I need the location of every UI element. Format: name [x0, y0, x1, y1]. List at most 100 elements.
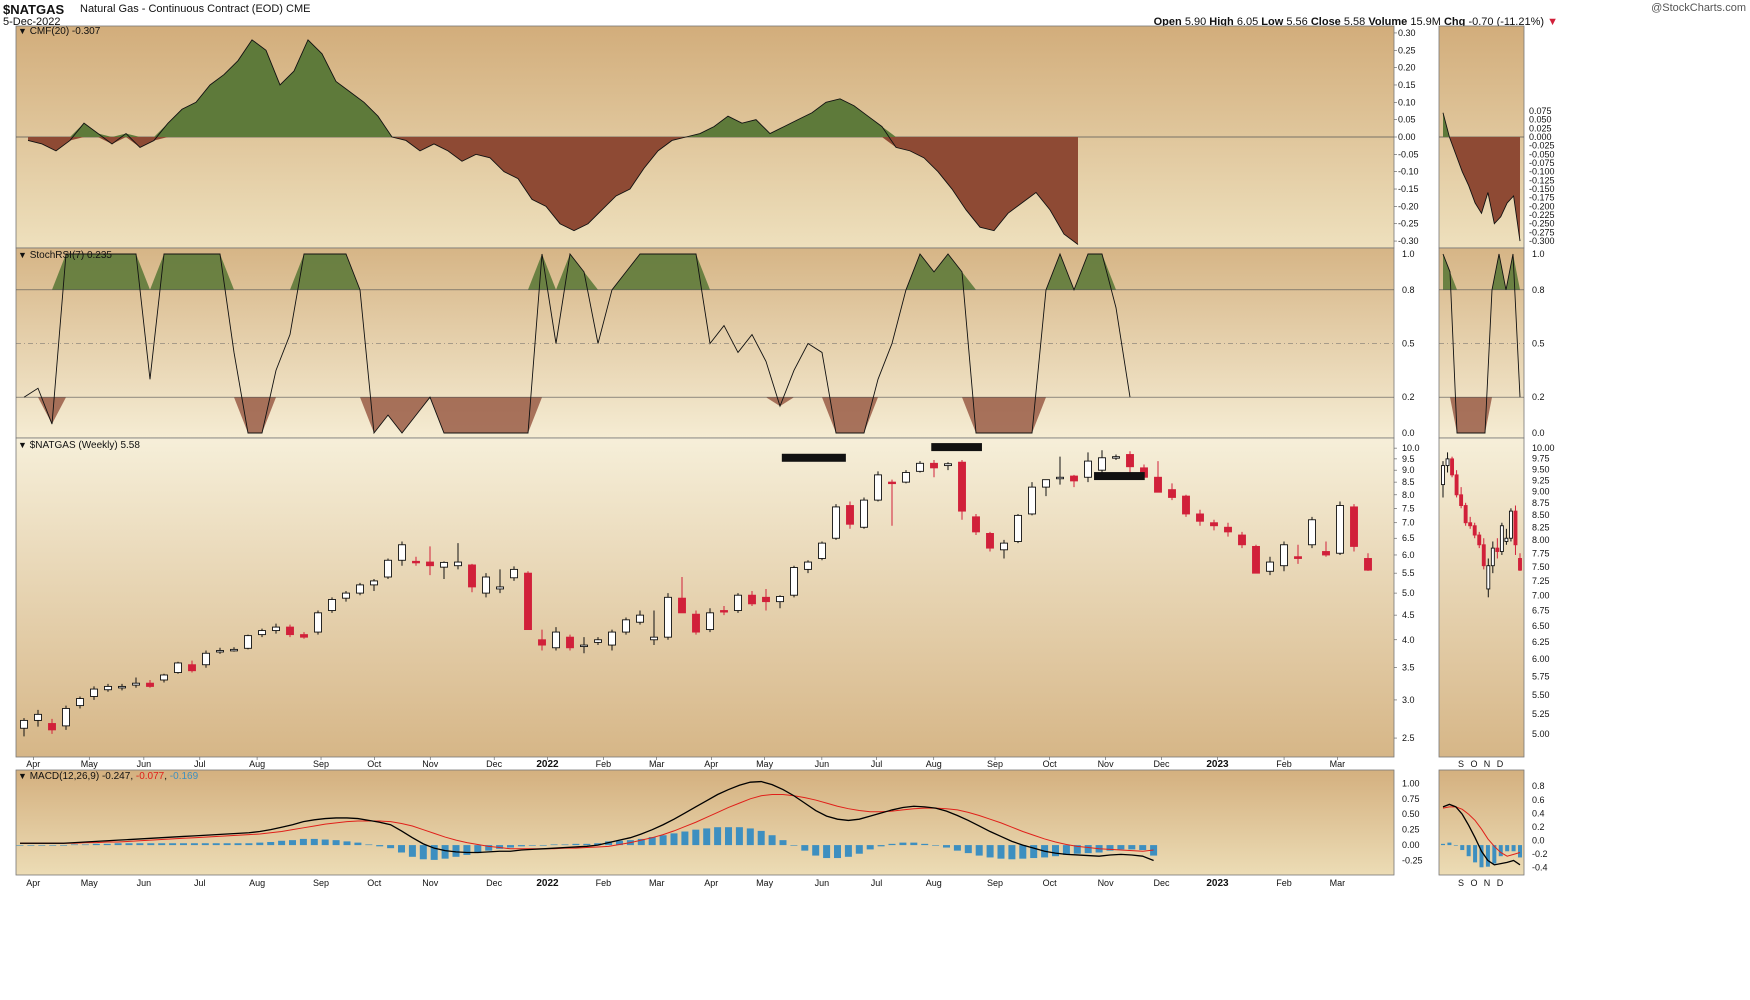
zoom-price-candle [1459, 494, 1464, 506]
price-candle [552, 631, 560, 649]
price-tick-label: 9.0 [1402, 465, 1415, 475]
price-tick-label: 10.0 [1402, 443, 1420, 453]
x-axis-label: Sep [987, 878, 1003, 888]
cmf-tick-label: -0.10 [1398, 167, 1419, 177]
macd-tick-label: 1.00 [1402, 778, 1420, 788]
macd-histogram-bar [1139, 845, 1147, 851]
macd-histogram-bar [616, 840, 623, 846]
price-candle [524, 572, 532, 631]
macd-tick-label: 0.75 [1402, 794, 1420, 804]
x-axis-label: May [756, 759, 774, 769]
price-candle [1000, 542, 1008, 551]
zoom-macd-tick-label: 0.4 [1532, 808, 1545, 818]
chart-icon: ▼ [18, 440, 27, 450]
price-candle [1294, 556, 1302, 559]
price-candle [1252, 545, 1260, 574]
macd-histogram-bar [223, 843, 231, 846]
cmf-tick-label: 0.00 [1398, 132, 1416, 142]
price-candle [1210, 522, 1218, 527]
price-candle [1336, 505, 1344, 554]
price-candle [1028, 486, 1036, 515]
zoom-cmf-tick-label: -0.150 [1529, 184, 1555, 194]
price-candle [734, 594, 742, 611]
macd-histogram-bar [877, 845, 885, 847]
cmf-line [27, 39, 1079, 245]
macd-histogram-bar [637, 838, 645, 846]
volume-value: 15.9M [1410, 16, 1441, 28]
zoom-macd-histogram-bar [1479, 845, 1484, 868]
zoom-macd-histogram-bar [1441, 843, 1445, 846]
price-tick-label: 3.5 [1402, 663, 1415, 673]
macd-histogram-bar [212, 843, 220, 846]
x-axis-label: Jul [871, 878, 883, 888]
price-candle [1224, 526, 1232, 533]
x-axis-label: 2022 [536, 878, 559, 889]
price-candle [426, 561, 434, 567]
price-candle [608, 631, 616, 646]
zoom-stochrsi-line [1442, 253, 1521, 434]
x-axis-label: Jun [815, 878, 830, 888]
zoom-cmf-tick-label: -0.075 [1529, 158, 1555, 168]
macd-histogram-bar [768, 835, 776, 846]
macd-histogram-bar [1073, 845, 1081, 854]
x-axis-label: Jul [194, 878, 206, 888]
zoom-stochrsi-tick-label: 0.2 [1532, 392, 1545, 402]
price-candle [258, 630, 266, 636]
x-axis-label: Jun [137, 759, 152, 769]
macd-histogram-bar [986, 845, 994, 858]
cmf-positive-area [28, 39, 1078, 137]
price-candle [692, 613, 700, 633]
macd-histogram-bar [147, 843, 155, 846]
price-candle [20, 719, 28, 729]
zoom-cmf-tick-label: 0.000 [1529, 132, 1552, 142]
price-candle [818, 542, 826, 559]
price-candle [664, 596, 672, 638]
x-axis-label: Jul [194, 759, 206, 769]
macd-histogram-bar [507, 845, 514, 848]
macd-histogram-bar [376, 845, 384, 847]
macd-tick-label: 0.00 [1402, 840, 1420, 850]
price-candle [650, 636, 658, 641]
macd-histogram-bar [528, 845, 536, 846]
resistance-marker [1094, 472, 1145, 481]
zoom-cmf-negative-area [1443, 137, 1520, 242]
price-candle [48, 723, 56, 731]
price-candle [1042, 479, 1050, 488]
zoom-stochrsi-tick-label: 1.0 [1532, 249, 1545, 259]
price-candle [314, 612, 322, 633]
price-candle [174, 662, 182, 673]
macd-histogram-bar [299, 838, 307, 846]
macd-histogram-bar [496, 845, 504, 849]
zoom-price-tick-label: 10.00 [1532, 443, 1555, 453]
price-candle [1112, 456, 1120, 459]
macd-histogram-bar [866, 845, 874, 850]
price-candle [566, 636, 574, 649]
macd-histogram-bar [430, 845, 438, 860]
zoom-cmf-tick-label: -0.100 [1529, 167, 1555, 177]
x-axis-label: Mar [1330, 759, 1346, 769]
x-axis-label: May [81, 759, 99, 769]
price-candle [986, 533, 994, 549]
zoom-x-axis-label: S [1458, 878, 1464, 888]
price-candle [300, 634, 308, 638]
price-candle [1154, 476, 1162, 493]
x-axis-label: Sep [313, 759, 329, 769]
cmf-tick-label: -0.05 [1398, 149, 1419, 159]
price-candle [1084, 460, 1092, 478]
macd-histogram-bar [60, 845, 68, 846]
macd-histogram-bar [71, 844, 78, 846]
macd-histogram-bar [1128, 845, 1136, 850]
price-candle [104, 685, 112, 691]
price-candle [902, 472, 910, 483]
macd-histogram-bar [158, 843, 166, 846]
macd-histogram-bar [921, 843, 929, 846]
macd-histogram-bar [932, 845, 940, 846]
macd-histogram-bar [49, 845, 57, 846]
macd-histogram-bar [703, 828, 711, 846]
x-axis-label: Apr [704, 878, 718, 888]
price-candle [1196, 513, 1204, 522]
zoom-price-tick-label: 7.75 [1532, 548, 1550, 558]
zoom-price-background [1438, 437, 1525, 758]
macd-histogram-bar [812, 845, 820, 856]
close-value: 5.58 [1343, 16, 1366, 28]
